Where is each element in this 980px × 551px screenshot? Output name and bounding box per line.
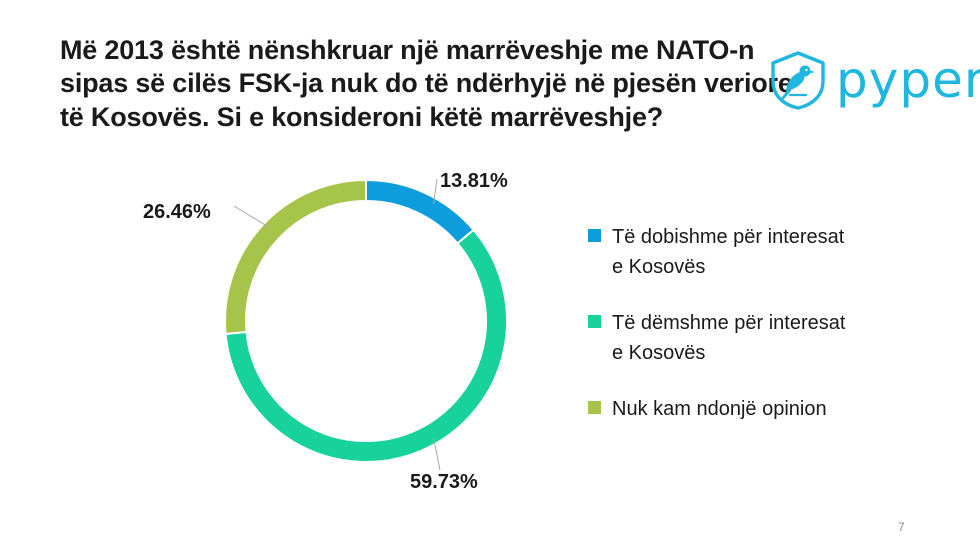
chart-legend: Të dobishme për interesat e Kosovës Të d… [588, 222, 868, 450]
legend-label-3: Nuk kam ndonjë opinion [612, 398, 827, 420]
data-label-slice-3: 26.46% [143, 201, 211, 223]
pyper-logo: pyper [768, 48, 980, 112]
bird-icon [771, 51, 825, 110]
page-number: 7 [898, 520, 905, 534]
donut-slices [224, 178, 508, 463]
data-label-slice-2: 59.73% [410, 471, 478, 493]
legend-swatch-1 [588, 229, 601, 242]
legend-swatch-2 [588, 315, 601, 328]
donut-slice-2 [224, 228, 508, 463]
leader-line-1 [433, 178, 438, 205]
legend-item-1: Të dobishme për interesat e Kosovës [588, 222, 868, 282]
slide-title-line-1: Më 2013 është nënshkruar një marrëveshje… [60, 35, 755, 65]
slide-title: Më 2013 është nënshkruar një marrëveshje… [60, 34, 793, 134]
donut-slice-3 [224, 178, 367, 336]
data-labels: 13.81% 59.73% 26.46% [143, 170, 508, 493]
leader-lines [233, 178, 441, 471]
slide-title-line-3: të Kosovës. Si e konsideroni këtë marrëv… [60, 101, 664, 132]
legend-item-3: Nuk kam ndonjë opinion [588, 394, 868, 424]
legend-swatch-3 [588, 401, 601, 414]
data-label-slice-1: 13.81% [440, 170, 508, 192]
leader-line-2 [433, 437, 441, 471]
leader-line-3 [233, 205, 270, 228]
legend-label-1: Të dobishme për interesat e Kosovës [612, 226, 845, 278]
legend-item-2: Të dëmshme për interesat e Kosovës [588, 308, 868, 368]
slide-title-line-2: sipas së cilës FSK-ja nuk do të ndërhyjë… [60, 68, 793, 99]
logo-text: pyper [836, 51, 980, 109]
legend-label-2: Të dëmshme për interesat e Kosovës [612, 312, 846, 364]
